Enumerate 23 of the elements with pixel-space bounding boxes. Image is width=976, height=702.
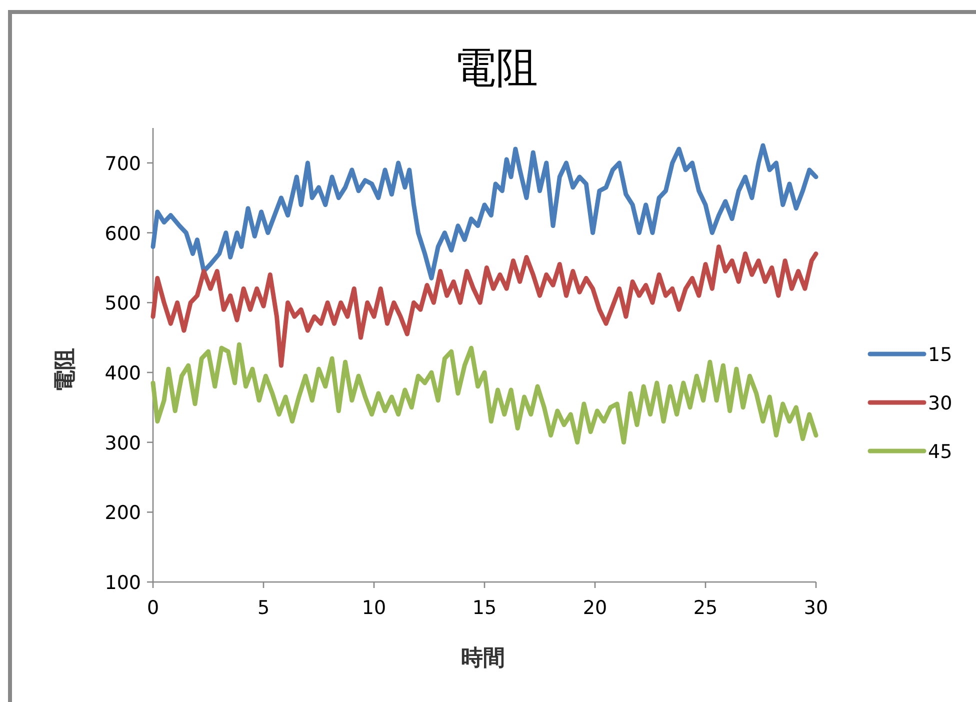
y-tick-label: 400	[104, 362, 141, 384]
y-tick-label: 100	[104, 572, 141, 594]
legend-label: 45	[928, 441, 952, 463]
y-tick-label: 200	[104, 502, 141, 524]
line-series	[150, 244, 818, 368]
line-series	[150, 143, 818, 280]
y-tick-label: 700	[104, 152, 141, 175]
y-axis-title: 電阻	[53, 348, 78, 392]
y-tick-label: 300	[104, 432, 141, 454]
x-tick-label: 25	[693, 597, 718, 619]
y-tick-label: 600	[104, 222, 141, 245]
legend-label: 15	[928, 344, 952, 366]
y-tick-label: 500	[104, 292, 141, 315]
x-tick-label: 30	[804, 597, 828, 619]
legend-label: 30	[928, 392, 952, 414]
x-tick-label: 5	[257, 597, 270, 619]
x-axis-title: 時間	[461, 646, 505, 671]
line-series	[150, 342, 818, 445]
x-tick-label: 15	[472, 597, 497, 619]
x-tick-label: 10	[362, 597, 386, 619]
x-tick-label: 0	[146, 597, 160, 619]
x-tick-label: 20	[582, 597, 608, 619]
chart-title: 電阻	[454, 43, 538, 92]
